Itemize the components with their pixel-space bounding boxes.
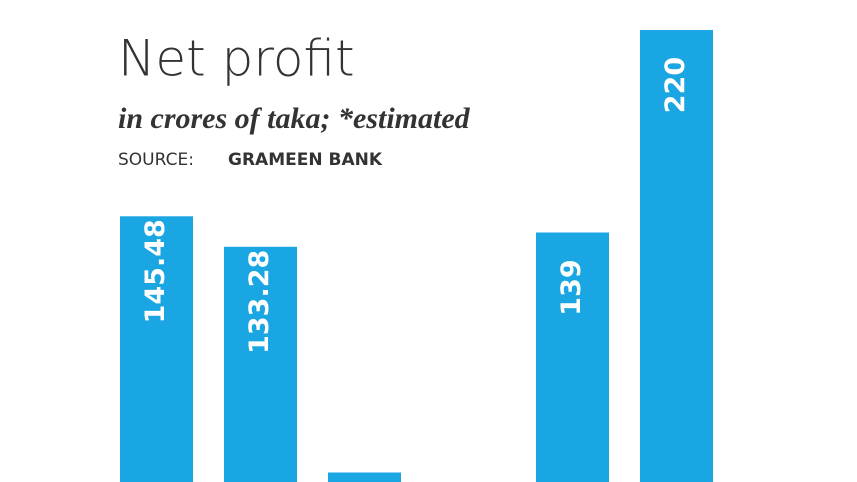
source-label: SOURCE: (118, 150, 194, 170)
value-label: 139 (556, 259, 587, 315)
bar (120, 216, 193, 482)
value-label: 220 (660, 57, 691, 113)
bar (224, 246, 297, 482)
value-label: 145.48 (140, 219, 171, 323)
chart-subtitle: in crores of taka; *estimated (118, 102, 471, 135)
bar (328, 472, 401, 482)
source: GRAMEEN BANK (228, 150, 383, 170)
chart-title: Net profit (118, 30, 355, 88)
value-label: 133.28 (244, 250, 275, 354)
bar (640, 30, 713, 482)
bar (536, 232, 609, 482)
